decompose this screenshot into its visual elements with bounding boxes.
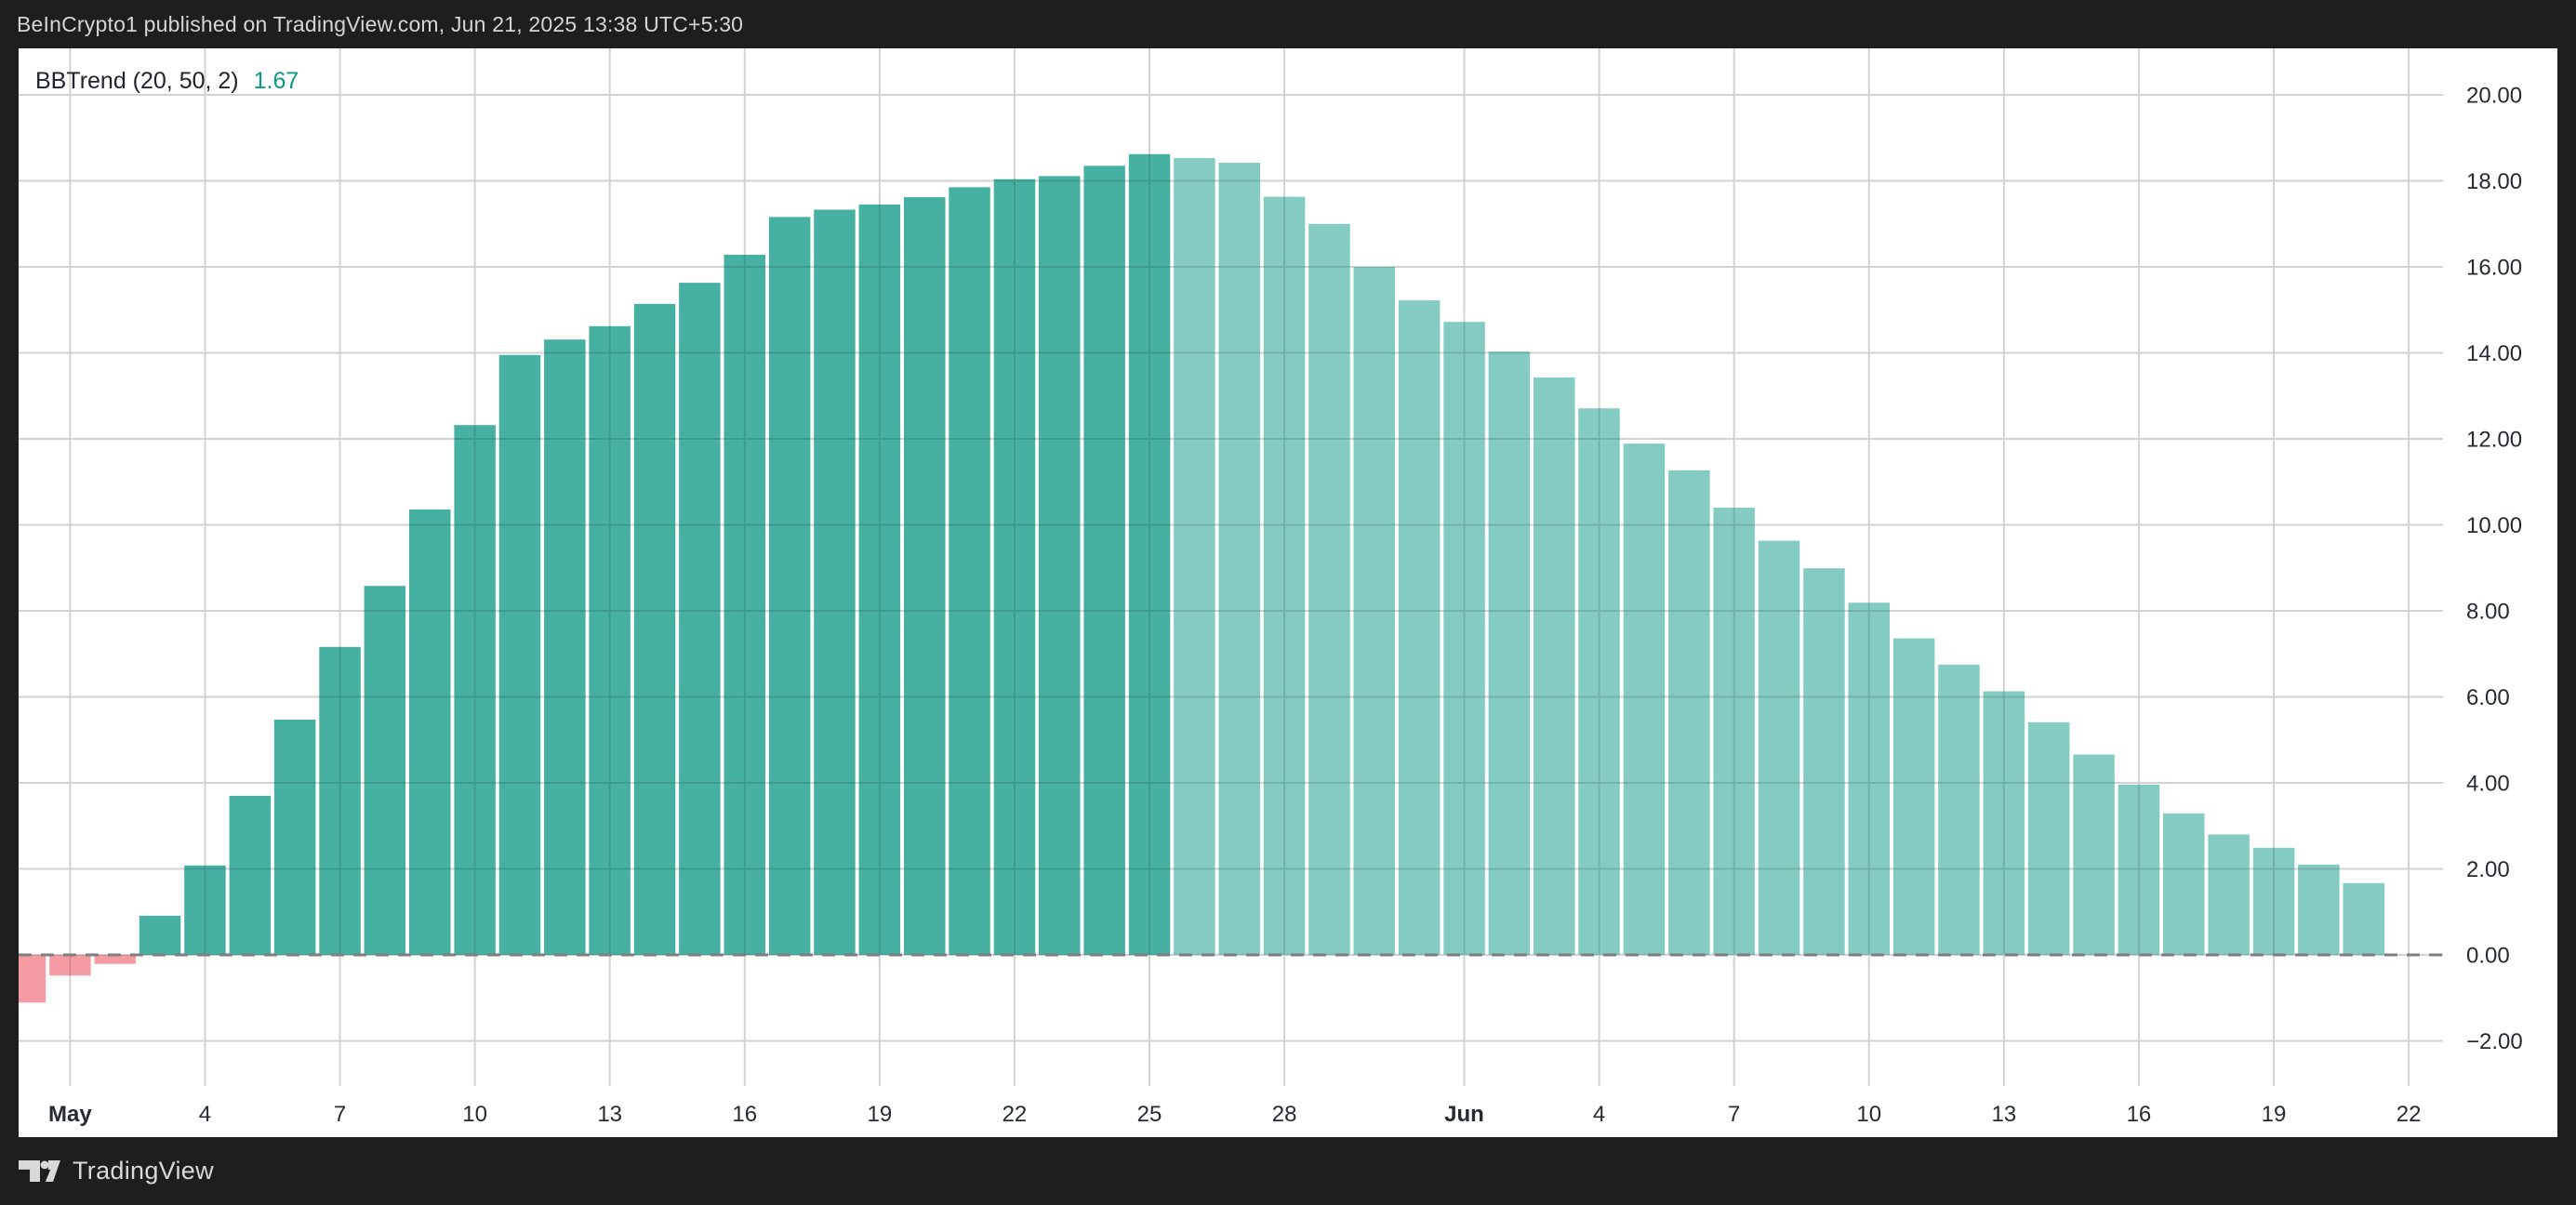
bar-may-2 — [94, 955, 136, 964]
y-axis-label: 14.00 — [2466, 341, 2522, 366]
x-axis-label: 16 — [2127, 1102, 2152, 1127]
y-axis-label: 0.00 — [2466, 944, 2510, 969]
x-axis-label: 22 — [1003, 1102, 1028, 1127]
bar-may-20 — [904, 197, 946, 956]
bar-may-22 — [993, 179, 1036, 955]
x-axis-label: 13 — [597, 1102, 622, 1127]
indicator-legend[interactable]: BBTrend (20, 50, 2) 1.67 — [35, 67, 299, 95]
x-axis-label: 7 — [1728, 1102, 1740, 1127]
bar-jun-2 — [1488, 351, 1531, 956]
header-bar: BeInCrypto1 published on TradingView.com… — [0, 0, 2576, 48]
x-axis-label: 28 — [1272, 1102, 1297, 1127]
bar-may-13 — [589, 325, 631, 955]
x-axis-label: 19 — [867, 1102, 892, 1127]
bar-may-30 — [1353, 267, 1395, 955]
bar-jun-16 — [2118, 784, 2160, 956]
attribution-text: BeInCrypto1 published on TradingView.com… — [17, 11, 744, 36]
x-axis-label: May — [48, 1102, 92, 1127]
bar-may-21 — [949, 187, 990, 955]
bar-jun-21 — [2343, 882, 2384, 955]
bar-may-23 — [1039, 176, 1081, 955]
bar-may-31 — [1398, 300, 1441, 956]
bar-jun-11 — [1892, 638, 1935, 955]
x-axis-label: 10 — [1856, 1102, 1881, 1127]
bar-may-3 — [139, 915, 181, 955]
bar-jun-13 — [1983, 691, 2025, 955]
y-axis-label: 8.00 — [2466, 600, 2510, 625]
tradingview-logo-icon[interactable] — [19, 1160, 61, 1182]
bar-may-24 — [1083, 166, 1125, 956]
bar-may-7 — [319, 646, 361, 955]
x-axis-label: 16 — [732, 1102, 757, 1127]
y-axis-label: 16.00 — [2466, 256, 2522, 281]
x-axis-label: 4 — [199, 1102, 211, 1127]
indicator-title: BBTrend (20, 50, 2) — [35, 68, 239, 94]
bar-may-5 — [229, 795, 272, 955]
y-axis-label: 18.00 — [2466, 169, 2522, 194]
bar-may-10 — [454, 425, 496, 955]
bar-jun-14 — [2027, 722, 2070, 955]
x-axis-label: 25 — [1137, 1102, 1162, 1127]
bar-may-28 — [1263, 196, 1306, 956]
bar-may-1 — [49, 955, 91, 976]
bar-apr-30 — [19, 955, 46, 1003]
bar-jun-5 — [1623, 444, 1666, 956]
bar-may-14 — [633, 303, 676, 955]
y-axis-label: 2.00 — [2466, 857, 2510, 882]
bar-may-16 — [724, 255, 765, 955]
bar-jun-15 — [2073, 754, 2115, 955]
x-axis-label: 19 — [2262, 1102, 2287, 1127]
y-axis-label: 20.00 — [2466, 84, 2522, 109]
bar-may-26 — [1174, 158, 1215, 955]
indicator-value: 1.67 — [253, 68, 299, 94]
bar-may-27 — [1218, 163, 1260, 956]
x-axis-label: 7 — [334, 1102, 346, 1127]
y-axis-label: 4.00 — [2466, 772, 2510, 797]
bar-may-9 — [409, 509, 451, 955]
bar-may-19 — [858, 204, 901, 955]
bar-jun-3 — [1534, 377, 1575, 955]
y-axis-label: 6.00 — [2466, 685, 2510, 710]
x-axis-label: 4 — [1593, 1102, 1605, 1127]
bar-jun-18 — [2208, 834, 2250, 955]
bar-jun-6 — [1668, 470, 1710, 955]
bar-may-18 — [814, 209, 856, 955]
bbtrend-histogram — [19, 153, 2384, 1003]
x-axis-label: 22 — [2397, 1102, 2422, 1127]
brand-text: TradingView — [73, 1157, 214, 1185]
chart-panel: BBTrend (20, 50, 2) 1.67 20.00 18.00 16.00… — [19, 48, 2557, 1137]
bar-may-4 — [184, 865, 226, 955]
bar-may-15 — [679, 283, 721, 956]
bar-jun-10 — [1848, 602, 1890, 955]
bar-may-12 — [544, 339, 586, 955]
price-scale[interactable]: 20.00 18.00 16.00 14.00 12.00 10.00 8.00 6.00 4.… — [2466, 84, 2523, 1055]
bar-jun-12 — [1938, 664, 1980, 955]
bar-jun-9 — [1803, 568, 1845, 955]
x-axis-label: 13 — [1991, 1102, 2016, 1127]
footer-bar: TradingView — [0, 1137, 2576, 1205]
bar-may-6 — [273, 720, 316, 955]
time-scale[interactable]: May 4 7 10 13 16 19 22 25 28 Jun 4 7 10 13 16 19 22 — [48, 1102, 2421, 1127]
y-axis-label: 10.00 — [2466, 513, 2522, 538]
bar-jun-19 — [2252, 847, 2295, 955]
x-axis-label: Jun — [1444, 1102, 1484, 1127]
bar-may-25 — [1128, 153, 1171, 956]
bar-jun-7 — [1713, 508, 1755, 955]
bar-may-29 — [1308, 223, 1350, 956]
bar-may-8 — [364, 586, 406, 955]
gridline-overlay — [19, 48, 2443, 1086]
bar-jun-20 — [2298, 864, 2340, 955]
bar-may-17 — [768, 217, 811, 955]
x-axis-label: 10 — [462, 1102, 487, 1127]
bar-may-11 — [498, 354, 541, 955]
chart-canvas[interactable]: 20.00 18.00 16.00 14.00 12.00 10.00 8.00 6.00 4.… — [19, 48, 2557, 1137]
y-axis-label: 12.00 — [2466, 428, 2522, 453]
bar-jun-17 — [2163, 813, 2205, 955]
bar-jun-1 — [1443, 322, 1485, 955]
bar-jun-4 — [1578, 408, 1620, 955]
y-axis-label: −2.00 — [2466, 1029, 2523, 1054]
bar-jun-8 — [1758, 540, 1800, 955]
